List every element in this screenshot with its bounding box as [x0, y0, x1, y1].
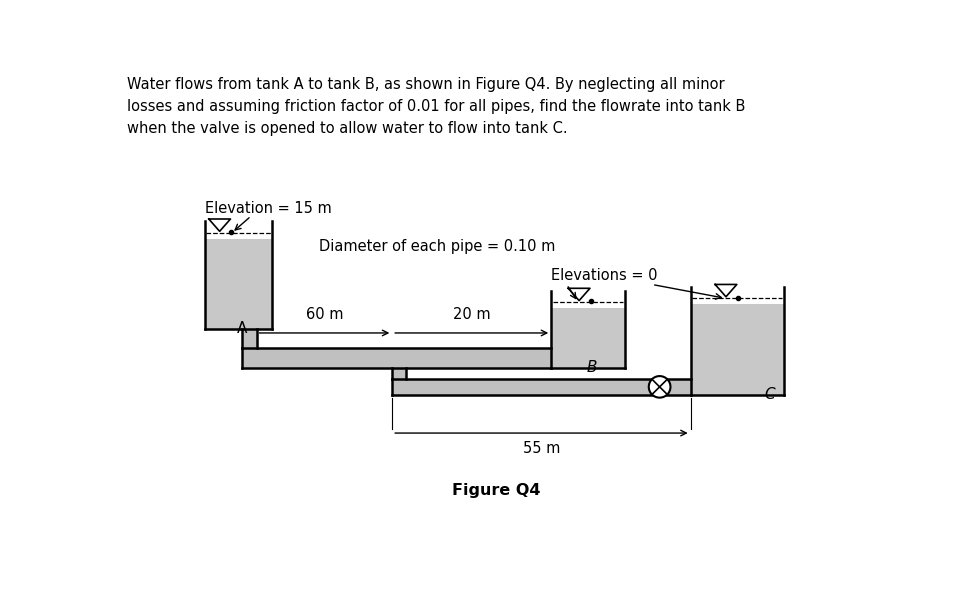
Bar — [242, 348, 551, 368]
Text: B: B — [587, 360, 597, 375]
Text: 55 m: 55 m — [523, 441, 560, 456]
Bar — [551, 308, 624, 368]
Bar — [690, 304, 784, 394]
Text: Diameter of each pipe = 0.10 m: Diameter of each pipe = 0.10 m — [318, 239, 555, 254]
Text: C: C — [765, 387, 775, 402]
Text: Elevations = 0: Elevations = 0 — [551, 267, 657, 282]
Bar — [242, 329, 257, 348]
Circle shape — [649, 376, 671, 398]
Text: Elevation = 15 m: Elevation = 15 m — [204, 200, 331, 215]
Text: 20 m: 20 m — [453, 307, 491, 322]
Bar — [204, 239, 272, 329]
Text: 60 m: 60 m — [306, 307, 344, 322]
Bar — [551, 308, 624, 368]
Bar — [204, 239, 272, 329]
Bar — [690, 304, 784, 394]
Text: Water flows from tank A to tank B, as shown in Figure Q4. By neglecting all mino: Water flows from tank A to tank B, as sh… — [127, 77, 745, 136]
Text: Figure Q4: Figure Q4 — [452, 483, 540, 498]
Bar — [392, 379, 690, 394]
Text: A: A — [237, 321, 248, 336]
Bar — [392, 368, 407, 379]
